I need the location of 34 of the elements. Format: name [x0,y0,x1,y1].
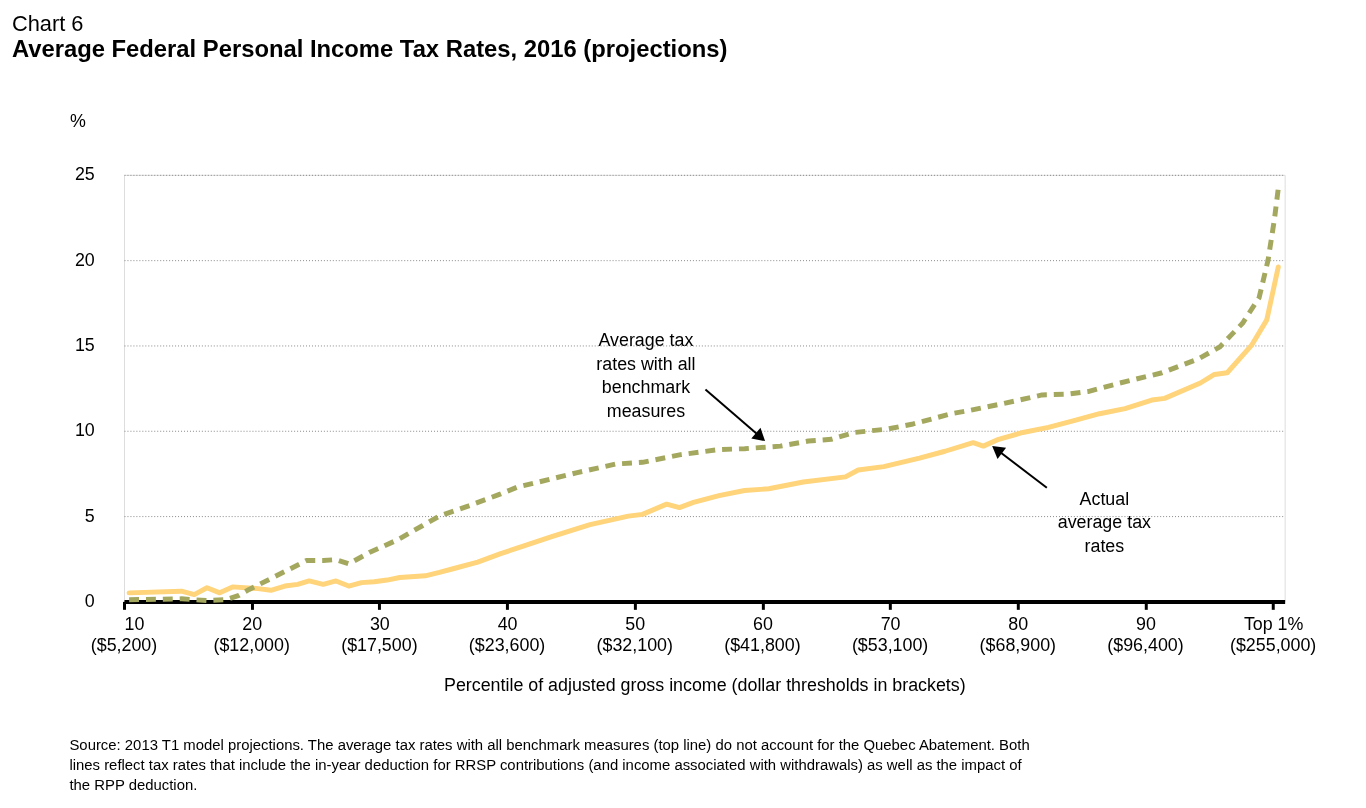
x-tick-label: 30 [369,613,390,634]
y-tick-label: 0 [84,590,95,611]
y-tick-label: 25 [74,164,95,185]
text: ($41,800) [724,635,801,655]
text: ($5,200) [90,635,158,655]
source-note: Source: 2013 T1 model projections. The average tax rates with all benchmark measures (top line) do not account for the Quebec Abatement. Both lines reflect tax rates that include the in-year deduction for RRSP contributions (and income associated with withdrawals) as well as the impact of the RPP deduction. [69,737,1030,793]
text: ($68,900) [979,635,1056,655]
x-tick-label: Top 1% [1243,613,1304,634]
x-tick-label: 10 [124,613,145,634]
x-tick-label: 50 [625,613,646,634]
text: ($96,400) [1107,635,1184,655]
y-tick-label: 10 [74,420,95,441]
text: ($17,500) [341,635,418,655]
text: ($32,100) [596,635,673,655]
x-tick-label: 60 [752,613,773,634]
annotation: Actual average tax rates [1057,488,1152,557]
x-tick-label: 70 [880,613,901,634]
chart-subtitle: Average Federal Personal Income Tax Rates, 2016 (projections) [11,34,728,62]
x-tick-label: 80 [1008,613,1029,634]
y-axis-title: % [69,110,86,131]
text: ($12,000) [213,635,290,655]
x-tick-label: 90 [1136,613,1156,634]
x-tick-label: 40 [497,613,518,634]
text: ($53,100) [851,635,929,655]
y-tick-label: 15 [74,334,95,355]
x-axis-title: Percentile of adjusted gross income (dollar thresholds in brackets) [443,675,966,696]
text: ($23,600) [468,635,546,655]
x-tick-label: 20 [242,613,263,634]
text: ($255,000) [1230,635,1317,655]
y-tick-label: 5 [84,505,95,526]
annotation: Average tax rates with all benchmark measures [596,329,696,422]
y-tick-label: 20 [74,249,95,270]
line-series [126,264,1281,598]
chart-title: Chart 6 [11,11,84,36]
